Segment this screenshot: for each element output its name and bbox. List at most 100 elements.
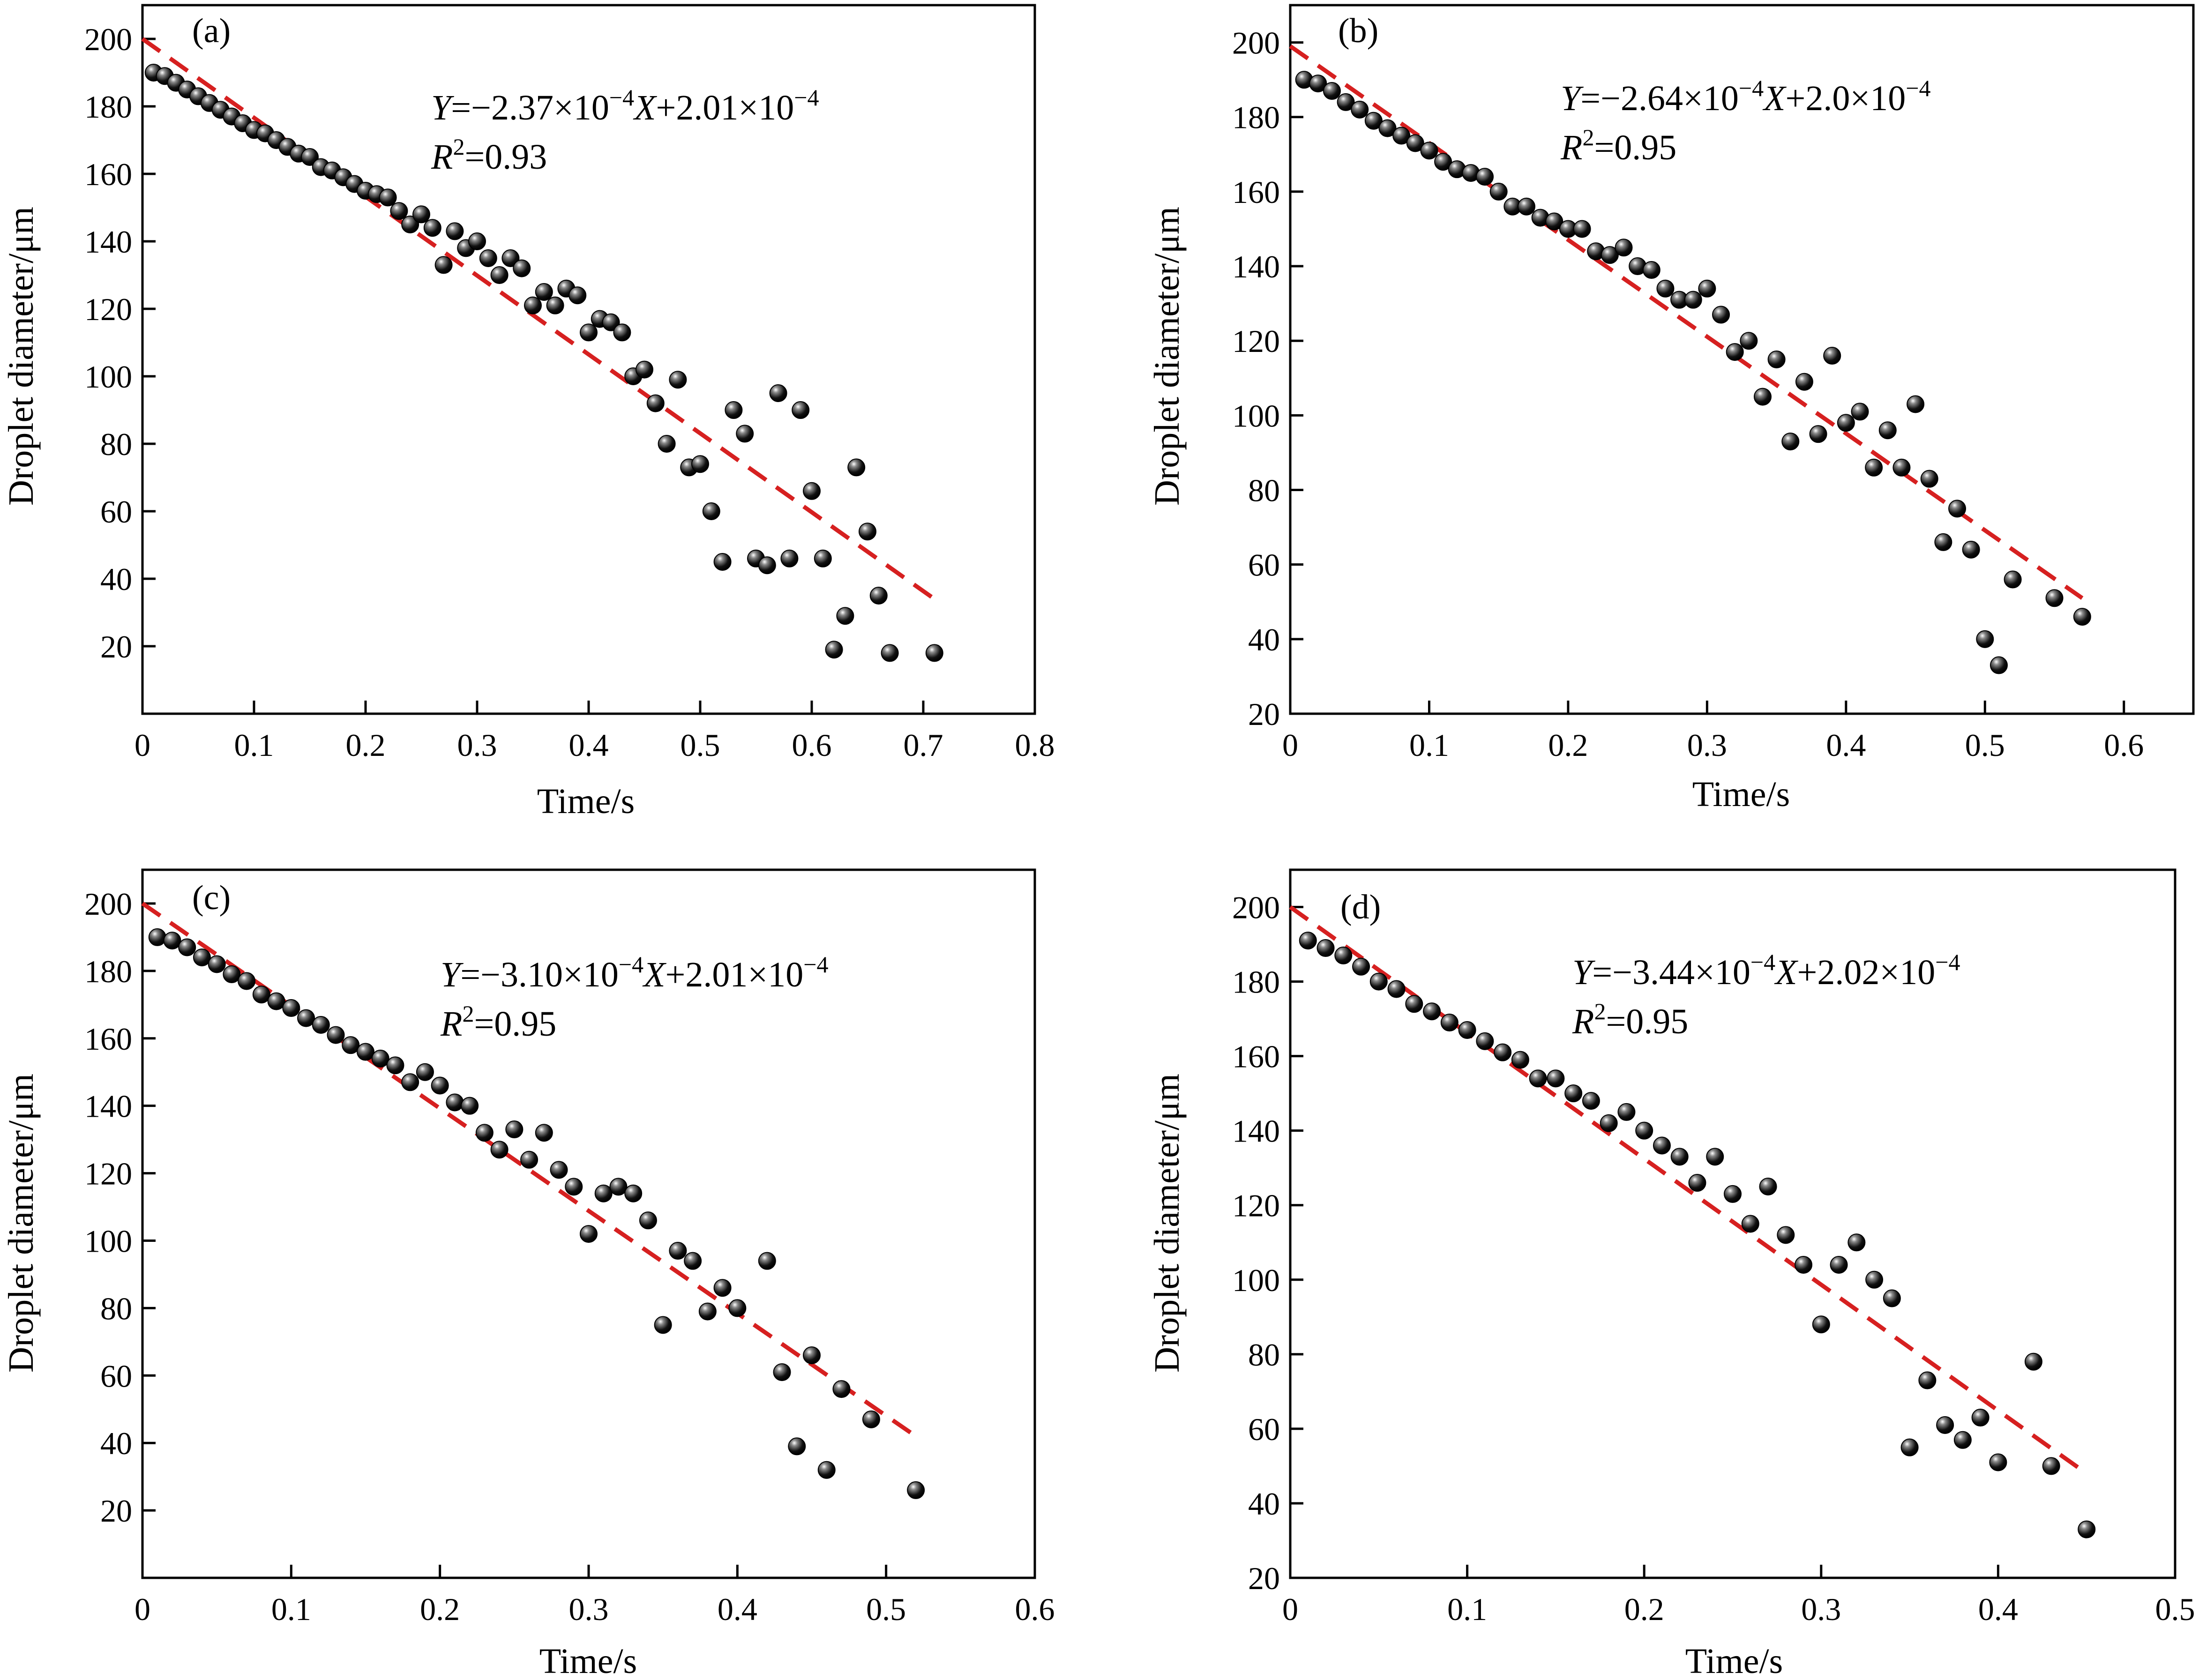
axis-ticks-a: 0 0.1 0.2 0.3 0.4 0.5 0.6 0.7 0.8 20 40 60 80 100 120 1… xyxy=(84,22,1055,763)
data-point xyxy=(238,972,256,990)
data-point xyxy=(1962,540,1980,559)
data-point xyxy=(1656,279,1675,298)
y-tick-label: 60 xyxy=(1248,547,1280,583)
y-tick-label: 60 xyxy=(100,1358,132,1394)
fit-line-group-b xyxy=(1289,44,2084,600)
data-point xyxy=(1936,1416,1954,1434)
data-point xyxy=(1476,168,1494,186)
x-tick-label: 0.3 xyxy=(1801,1591,1841,1627)
data-point xyxy=(1812,1315,1830,1334)
x-tick-label: 0.8 xyxy=(1015,727,1055,763)
data-point xyxy=(602,313,620,331)
data-point xyxy=(792,401,810,419)
data-point xyxy=(1369,972,1388,991)
data-point xyxy=(1517,197,1535,216)
y-tick-label: 140 xyxy=(1232,249,1280,284)
equation-b: Y=−2.64×10−4X+2.0×10−4 xyxy=(1561,75,1930,118)
data-point xyxy=(568,286,587,305)
panel-label-d: (d) xyxy=(1340,888,1381,926)
fit-line-group-a xyxy=(141,37,936,601)
data-point xyxy=(1712,306,1730,324)
data-point xyxy=(2073,608,2091,626)
data-point xyxy=(520,1150,539,1169)
data-point xyxy=(2042,1457,2060,1475)
data-point xyxy=(1918,1371,1937,1389)
data-point xyxy=(636,360,653,379)
data-point xyxy=(613,323,631,342)
fit-line xyxy=(141,902,917,1438)
data-point xyxy=(505,1120,524,1139)
data-point xyxy=(1434,153,1452,171)
data-point xyxy=(431,1076,449,1095)
data-point xyxy=(1529,1069,1547,1088)
fit-line-group-d xyxy=(1289,905,2088,1475)
y-tick-label: 40 xyxy=(1248,622,1280,657)
data-point xyxy=(1476,1032,1494,1050)
data-point xyxy=(501,249,520,267)
data-point xyxy=(252,986,270,1004)
data-point xyxy=(1920,470,1938,488)
data-point xyxy=(1883,1289,1901,1307)
y-tick-label: 160 xyxy=(84,157,132,192)
data-point xyxy=(1670,1148,1689,1166)
y-axis-title-c: Droplet diameter/μm xyxy=(1,1074,41,1373)
r-squared-d: R2=0.95 xyxy=(1572,998,1688,1041)
data-point xyxy=(1900,1438,1919,1456)
data-point xyxy=(468,232,486,250)
data-point xyxy=(609,1178,628,1196)
data-point xyxy=(1795,373,1813,391)
data-point xyxy=(702,502,720,520)
data-point xyxy=(550,1161,568,1179)
data-point xyxy=(925,644,943,662)
data-point xyxy=(401,1073,419,1091)
data-point xyxy=(163,932,181,950)
x-tick-label: 0.2 xyxy=(1624,1591,1664,1627)
r-squared-a: R2=0.93 xyxy=(431,134,547,177)
x-tick-label: 0.3 xyxy=(1687,727,1727,763)
data-point xyxy=(208,955,226,973)
data-point xyxy=(416,1063,434,1081)
data-point xyxy=(1406,134,1424,152)
data-point xyxy=(773,1363,791,1381)
data-point xyxy=(1990,656,2008,674)
data-point xyxy=(639,1211,657,1230)
data-point xyxy=(1698,279,1716,298)
y-tick-label: 80 xyxy=(100,1291,132,1326)
fit-line xyxy=(1289,44,2084,600)
x-axis-title-a: Time/s xyxy=(537,782,635,821)
data-point xyxy=(780,549,799,567)
data-point xyxy=(1684,291,1702,309)
x-tick-label: 0 xyxy=(135,727,150,763)
data-point xyxy=(1726,343,1744,361)
data-point xyxy=(1642,261,1660,279)
x-tick-label: 0.3 xyxy=(457,727,497,763)
data-point xyxy=(1724,1185,1742,1203)
data-point xyxy=(1582,1092,1600,1110)
data-point xyxy=(907,1481,925,1499)
plot-frame-b xyxy=(1289,4,2195,715)
data-point xyxy=(1865,1270,1884,1289)
data-point xyxy=(297,1009,315,1027)
y-tick-label: 40 xyxy=(1248,1486,1280,1522)
data-point xyxy=(1564,1084,1583,1103)
y-tick-label: 140 xyxy=(84,1089,132,1124)
data-point xyxy=(178,938,196,956)
data-point xyxy=(1378,119,1397,137)
data-point xyxy=(490,266,509,284)
data-point xyxy=(669,1242,687,1260)
data-point xyxy=(1420,142,1438,160)
panel-b: 0 0.1 0.2 0.3 0.4 0.5 0.6 20 40 60 80 100 120 140 160 1… xyxy=(1147,4,2195,814)
y-tick-label: 180 xyxy=(1232,964,1280,1000)
y-tick-label: 200 xyxy=(1232,25,1280,61)
x-tick-label: 0.5 xyxy=(681,727,720,763)
data-point xyxy=(646,394,665,412)
data-point xyxy=(1299,932,1317,950)
data-point xyxy=(1545,212,1563,231)
x-tick-label: 0.4 xyxy=(718,1591,757,1627)
data-point xyxy=(1337,93,1355,111)
data-point xyxy=(1617,1103,1636,1121)
y-tick-label: 200 xyxy=(84,886,132,922)
r-squared-c: R2=0.95 xyxy=(440,1001,556,1044)
data-point xyxy=(1781,433,1800,451)
x-tick-label: 0 xyxy=(1282,727,1298,763)
